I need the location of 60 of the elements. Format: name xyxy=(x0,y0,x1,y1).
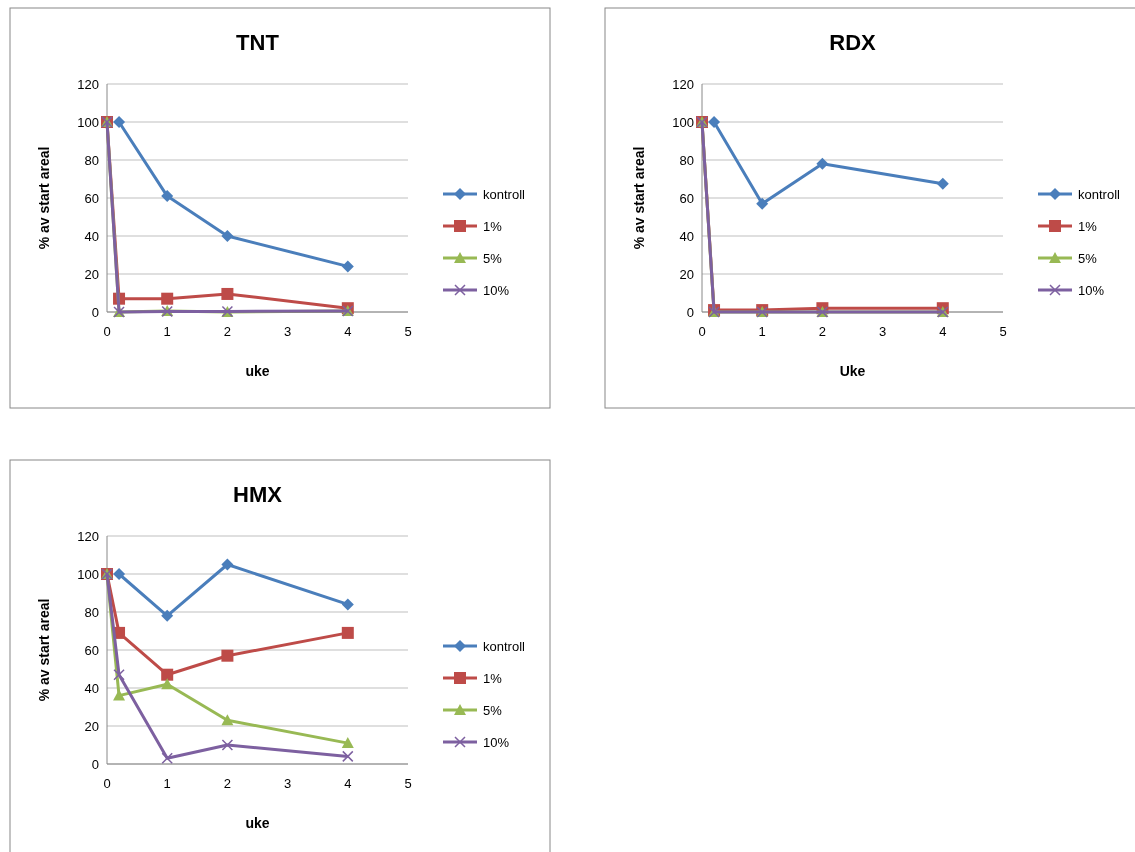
y-tick-label: 100 xyxy=(77,567,99,582)
x-tick-label: 5 xyxy=(404,776,412,791)
x-tick-label: 0 xyxy=(103,324,111,339)
x-tick-label: 2 xyxy=(223,776,232,791)
y-tick-label: 0 xyxy=(686,305,694,320)
y-tick-label: 60 xyxy=(679,191,694,206)
y-tick-label: 20 xyxy=(84,719,99,734)
x-tick-label: 1 xyxy=(163,776,171,791)
y-tick-label: 100 xyxy=(77,115,99,130)
legend-label: 5% xyxy=(483,703,503,718)
x-axis-title: uke xyxy=(245,815,270,831)
legend-label: 1% xyxy=(483,671,503,686)
x-tick-label: 4 xyxy=(939,324,947,339)
y-tick-label: 0 xyxy=(91,757,99,772)
y-tick-label: 120 xyxy=(77,77,99,92)
legend-label: 10% xyxy=(1078,283,1105,298)
legend-label: 1% xyxy=(483,219,503,234)
chart-title: TNT xyxy=(236,30,280,55)
x-tick-label: 3 xyxy=(283,324,292,339)
x-tick-label: 1 xyxy=(163,324,171,339)
x-tick-label: 2 xyxy=(223,324,232,339)
legend-label: 5% xyxy=(1078,251,1098,266)
y-axis-title: % av start areal xyxy=(36,146,52,250)
x-tick-label: 3 xyxy=(878,324,887,339)
y-tick-label: 40 xyxy=(84,681,99,696)
x-tick-label: 0 xyxy=(103,776,111,791)
y-tick-label: 100 xyxy=(672,115,694,130)
y-tick-label: 120 xyxy=(77,529,99,544)
x-tick-label: 4 xyxy=(344,776,352,791)
y-tick-label: 60 xyxy=(84,643,99,658)
x-axis-title: Uke xyxy=(839,363,866,379)
y-tick-label: 60 xyxy=(84,191,99,206)
y-tick-label: 40 xyxy=(679,229,694,244)
legend-label: kontroll xyxy=(1078,187,1121,202)
y-tick-label: 80 xyxy=(84,153,99,168)
y-tick-label: 40 xyxy=(84,229,99,244)
y-tick-label: 20 xyxy=(84,267,99,282)
x-tick-label: 0 xyxy=(698,324,706,339)
x-tick-label: 5 xyxy=(404,324,412,339)
x-tick-label: 1 xyxy=(758,324,766,339)
y-axis-title: % av start areal xyxy=(631,146,647,250)
x-axis-title: uke xyxy=(245,363,270,379)
legend-label: 1% xyxy=(1078,219,1098,234)
x-tick-label: 3 xyxy=(283,776,292,791)
legend-label: kontroll xyxy=(483,187,526,202)
y-tick-label: 120 xyxy=(672,77,694,92)
y-tick-label: 0 xyxy=(91,305,99,320)
x-tick-label: 4 xyxy=(344,324,352,339)
x-tick-label: 5 xyxy=(999,324,1007,339)
legend-label: kontroll xyxy=(483,639,526,654)
legend-label: 10% xyxy=(483,283,510,298)
chart-title: HMX xyxy=(233,482,283,507)
legend-label: 10% xyxy=(483,735,510,750)
chart-title: RDX xyxy=(829,30,877,55)
y-tick-label: 80 xyxy=(679,153,694,168)
legend-label: 5% xyxy=(483,251,503,266)
y-tick-label: 20 xyxy=(679,267,694,282)
y-axis-title: % av start areal xyxy=(36,598,52,702)
x-tick-label: 2 xyxy=(818,324,827,339)
y-tick-label: 80 xyxy=(84,605,99,620)
